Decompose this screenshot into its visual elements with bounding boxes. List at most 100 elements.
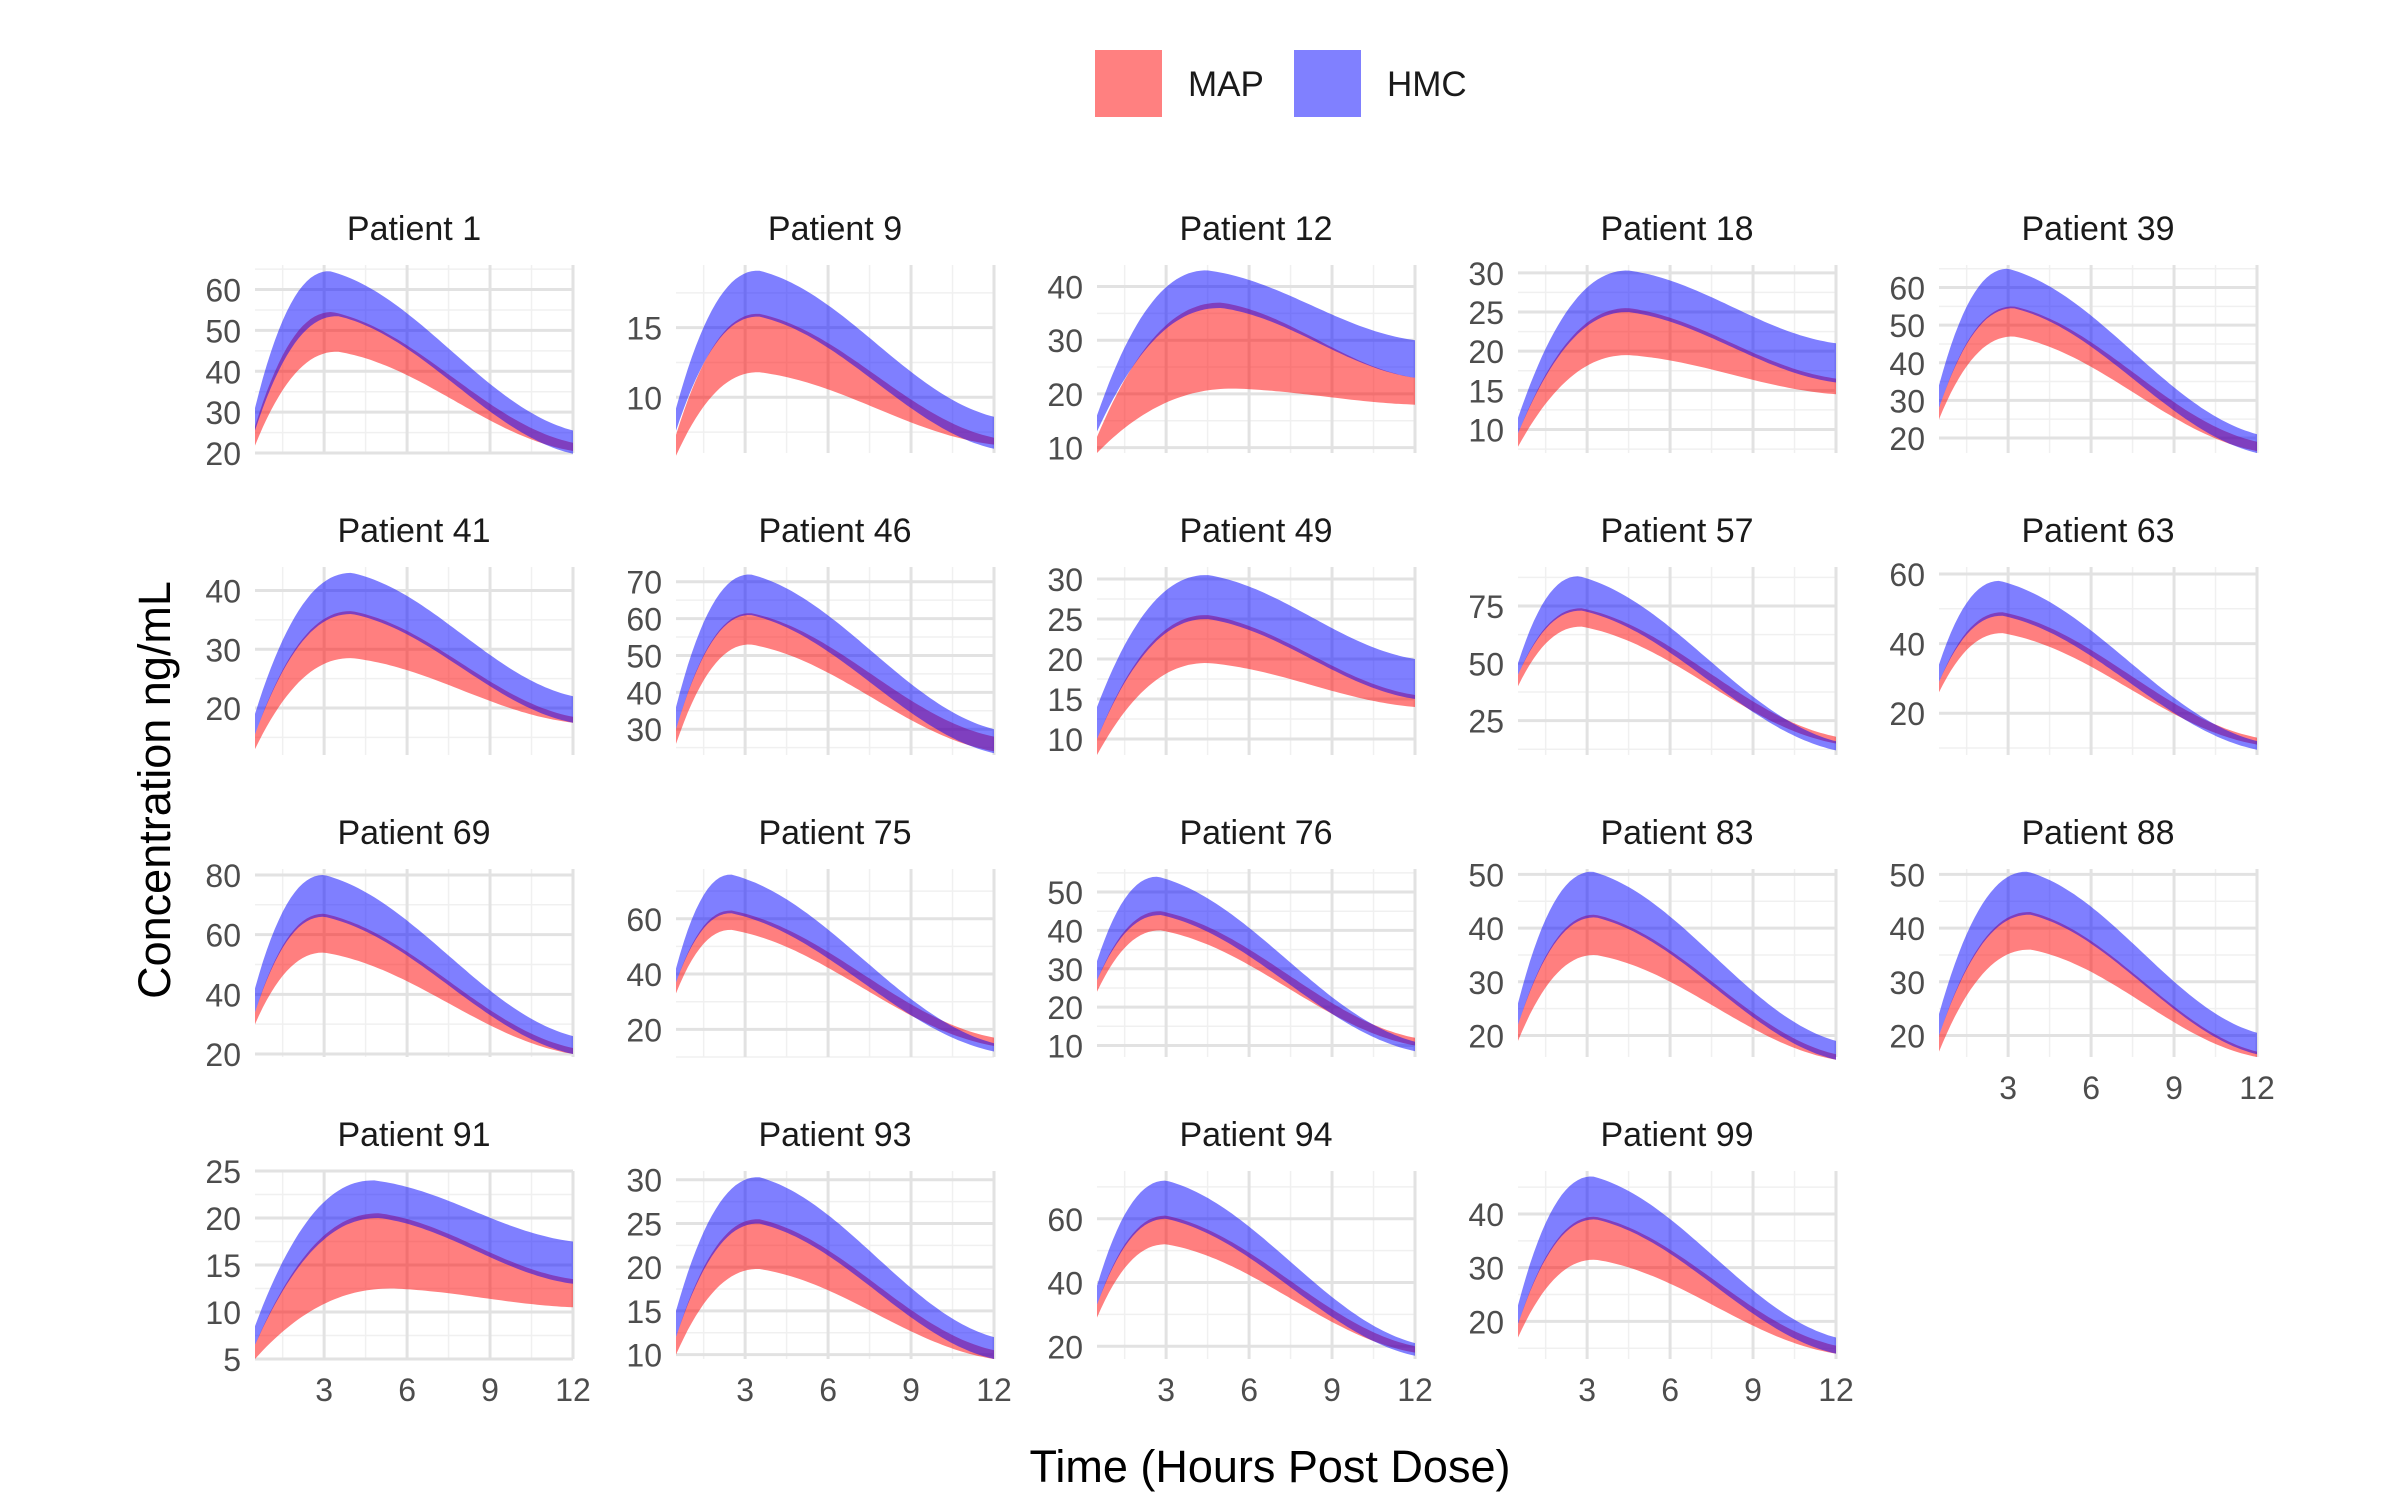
panel-title: Patient 41 xyxy=(337,512,490,550)
y-tick-label: 80 xyxy=(205,858,241,894)
x-tick-label: 6 xyxy=(819,1372,837,1408)
y-axis-title: Concentration ng/mL xyxy=(129,581,180,999)
ribbon-map xyxy=(1097,615,1415,755)
y-tick-label: 20 xyxy=(626,1250,662,1286)
x-tick-label: 12 xyxy=(1818,1372,1854,1408)
panel-patient-99: Patient 99 20 30 40 3 6 9 12 xyxy=(1468,1116,1853,1408)
panel-title: Patient 99 xyxy=(1600,1116,1753,1154)
panel-patient-83: Patient 83 20 30 40 50 xyxy=(1468,814,1838,1060)
panel-title: Patient 83 xyxy=(1600,814,1753,852)
ribbon-map xyxy=(1939,912,2257,1057)
panel-patient-93: Patient 93 10 15 20 25 30 3 6 9 12 xyxy=(626,1116,1011,1408)
x-tick-label: 9 xyxy=(902,1372,920,1408)
y-tick-label: 25 xyxy=(1047,602,1083,638)
panel-title: Patient 9 xyxy=(768,210,902,248)
y-tick-label: 40 xyxy=(1889,627,1925,663)
y-tick-label: 10 xyxy=(205,1295,241,1331)
y-tick-label: 30 xyxy=(1468,1251,1504,1287)
panel-title: Patient 12 xyxy=(1179,210,1332,248)
x-tick-label: 12 xyxy=(2239,1070,2275,1106)
panel-title: Patient 57 xyxy=(1600,512,1753,550)
x-tick-label: 12 xyxy=(555,1372,591,1408)
legend-swatch-hmc xyxy=(1294,50,1361,117)
y-tick-label: 60 xyxy=(205,918,241,954)
y-tick-label: 50 xyxy=(1889,857,1925,893)
x-tick-label: 6 xyxy=(1661,1372,1679,1408)
y-tick-label: 10 xyxy=(1047,431,1083,467)
ribbon-hmc xyxy=(1518,270,1836,434)
y-tick-label: 20 xyxy=(626,1012,662,1048)
panel-title: Patient 94 xyxy=(1179,1116,1332,1154)
ribbon-map xyxy=(1518,1216,1836,1354)
y-tick-label: 30 xyxy=(205,395,241,431)
ribbon-map xyxy=(255,611,573,750)
panel-patient-49: Patient 49 10 15 20 25 30 xyxy=(1047,512,1417,758)
y-tick-label: 60 xyxy=(626,602,662,638)
y-tick-label: 10 xyxy=(626,380,662,416)
ribbon-hmc xyxy=(676,574,994,754)
x-tick-label: 9 xyxy=(1744,1372,1762,1408)
y-tick-label: 75 xyxy=(1468,589,1504,625)
y-tick-label: 25 xyxy=(1468,295,1504,331)
ribbon-map xyxy=(255,312,573,451)
y-tick-label: 10 xyxy=(1468,413,1504,449)
y-tick-label: 60 xyxy=(1889,557,1925,593)
y-tick-label: 40 xyxy=(1047,269,1083,305)
ribbon-map xyxy=(1939,306,2257,452)
y-tick-label: 40 xyxy=(1889,911,1925,947)
ribbon-hmc xyxy=(1518,1176,1836,1354)
panel-patient-63: Patient 63 20 40 60 xyxy=(1889,512,2259,755)
panel-title: Patient 18 xyxy=(1600,210,1753,248)
ribbon-map xyxy=(676,613,994,752)
panel-title: Patient 46 xyxy=(758,512,911,550)
y-tick-label: 30 xyxy=(1047,562,1083,598)
x-tick-label: 12 xyxy=(976,1372,1012,1408)
y-tick-label: 20 xyxy=(1047,990,1083,1026)
ribbon-hmc xyxy=(255,1180,573,1345)
ribbon-hmc xyxy=(1097,1180,1415,1356)
panel-title: Patient 76 xyxy=(1179,814,1332,852)
y-tick-label: 25 xyxy=(626,1206,662,1242)
legend: MAP HMC xyxy=(1095,50,1467,117)
panel-title: Patient 88 xyxy=(2021,814,2174,852)
y-tick-label: 30 xyxy=(1889,965,1925,1001)
x-tick-label: 3 xyxy=(736,1372,754,1408)
y-tick-label: 20 xyxy=(1047,377,1083,413)
panel-title: Patient 91 xyxy=(337,1116,490,1154)
y-tick-label: 40 xyxy=(626,675,662,711)
x-tick-label: 6 xyxy=(1240,1372,1258,1408)
y-tick-label: 30 xyxy=(205,632,241,668)
ribbon-hmc xyxy=(1097,876,1415,1052)
panel-patient-12: Patient 12 10 20 30 40 xyxy=(1047,210,1417,467)
y-tick-label: 40 xyxy=(1889,346,1925,382)
y-tick-label: 60 xyxy=(626,902,662,938)
panel-title: Patient 49 xyxy=(1179,512,1332,550)
y-tick-label: 5 xyxy=(223,1342,241,1378)
y-tick-label: 60 xyxy=(1047,1202,1083,1238)
y-tick-label: 10 xyxy=(626,1338,662,1374)
ribbon-hmc xyxy=(1518,871,1836,1060)
y-tick-label: 20 xyxy=(1047,1329,1083,1365)
ribbon-hmc xyxy=(676,270,994,449)
panel-patient-94: Patient 94 20 40 60 3 6 9 12 xyxy=(1047,1116,1432,1408)
y-tick-label: 20 xyxy=(205,691,241,727)
y-tick-label: 40 xyxy=(1468,1197,1504,1233)
ribbon-map xyxy=(1518,914,1836,1060)
ribbon-hmc xyxy=(676,1177,994,1359)
y-tick-label: 20 xyxy=(205,436,241,472)
y-tick-label: 20 xyxy=(1468,1304,1504,1340)
y-tick-label: 50 xyxy=(626,638,662,674)
y-tick-label: 15 xyxy=(1468,373,1504,409)
y-tick-label: 20 xyxy=(205,1037,241,1073)
ribbon-hmc xyxy=(255,875,573,1054)
panel-patient-88: Patient 88 20 30 40 50 3 6 9 12 xyxy=(1889,814,2274,1106)
ribbon-hmc xyxy=(676,874,994,1052)
ribbon-hmc xyxy=(1097,270,1415,432)
y-tick-label: 30 xyxy=(1889,383,1925,419)
y-tick-label: 60 xyxy=(205,273,241,309)
y-tick-label: 30 xyxy=(1047,323,1083,359)
